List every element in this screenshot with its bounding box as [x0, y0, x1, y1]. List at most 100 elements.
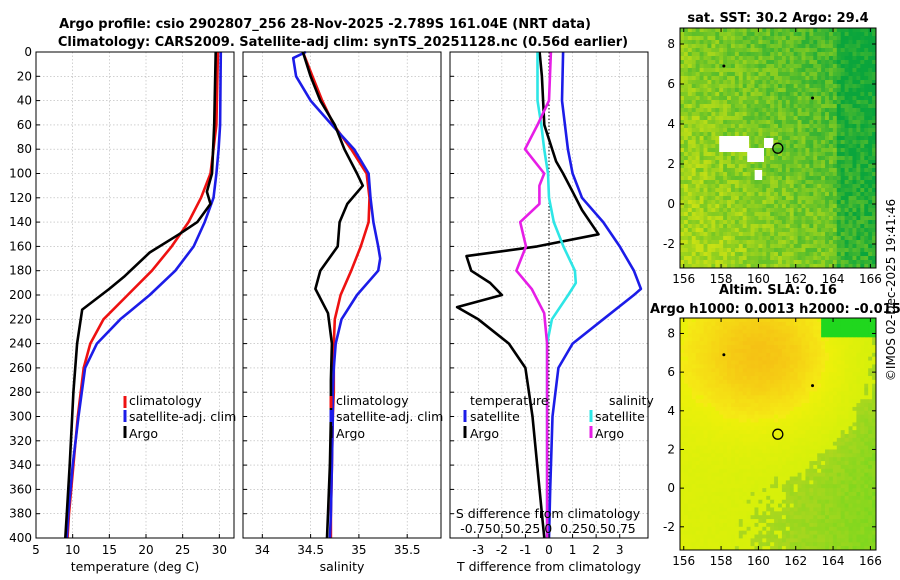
- map-cell: [781, 160, 787, 165]
- map-cell: [715, 92, 720, 97]
- map-cell: [707, 337, 712, 342]
- map-cell: [828, 264, 834, 268]
- map-cell: [781, 76, 787, 81]
- map-cell: [797, 333, 802, 338]
- map-cell: [797, 387, 802, 392]
- map-cell: [797, 341, 802, 346]
- map-cell: [840, 176, 846, 181]
- map-cell: [805, 128, 810, 133]
- map-cell: [742, 325, 748, 330]
- map-cell: [778, 156, 783, 161]
- map-cell: [730, 176, 736, 181]
- map-cell: [828, 364, 834, 369]
- map-cell: [840, 84, 846, 89]
- map-cell: [828, 40, 834, 45]
- map-cell: [699, 430, 704, 435]
- map-cell: [680, 244, 685, 249]
- map-cell: [715, 48, 720, 53]
- map-cell: [860, 321, 865, 327]
- map-cell: [758, 224, 763, 229]
- map-cell: [715, 445, 720, 450]
- map-cell: [723, 48, 728, 53]
- map-cell: [734, 72, 740, 77]
- map-cell: [828, 445, 834, 450]
- map-cell: [860, 132, 865, 137]
- map-cell: [781, 100, 787, 105]
- map-cell: [770, 441, 775, 446]
- map-cell: [840, 379, 846, 385]
- map-cell: [746, 395, 751, 400]
- map-cell: [852, 376, 857, 381]
- map-cell: [723, 88, 728, 93]
- map-cell: [680, 368, 685, 373]
- map-cell: [746, 88, 751, 93]
- map-cell: [825, 44, 830, 49]
- map-cell: [766, 44, 771, 49]
- map-cell: [742, 352, 748, 358]
- map-cell: [738, 352, 744, 358]
- map-cell: [781, 196, 787, 201]
- map-cell: [848, 216, 853, 221]
- map-cell: [860, 352, 865, 358]
- map-cell: [832, 376, 838, 381]
- map-cell: [793, 148, 798, 153]
- map-cell: [683, 204, 689, 209]
- map-cell: [715, 36, 720, 41]
- map-cell: [680, 418, 685, 423]
- latitude-tick-label: -2: [663, 237, 675, 251]
- map-cell: [860, 192, 865, 197]
- map-cell: [797, 383, 802, 388]
- map-cell: [695, 68, 700, 73]
- map-cell: [844, 337, 849, 342]
- map-cell: [817, 441, 822, 446]
- map-cell: [754, 36, 759, 41]
- map-cell: [758, 387, 763, 392]
- map-cell: [844, 383, 849, 388]
- map-cell: [805, 176, 810, 181]
- map-cell: [715, 52, 720, 57]
- map-cell: [860, 441, 865, 446]
- map-cell: [715, 418, 720, 423]
- map-cell: [856, 264, 861, 268]
- map-cell: [778, 376, 783, 381]
- map-cell: [754, 244, 759, 249]
- map-cell: [813, 437, 818, 443]
- map-cell: [832, 72, 838, 77]
- sla-map-title: Altim. SLA: 0.16: [719, 283, 837, 298]
- map-cell: [727, 68, 732, 73]
- map-cell: [727, 224, 732, 229]
- map-cell: [805, 325, 810, 330]
- map-cell: [844, 52, 849, 57]
- map-cell: [703, 40, 708, 45]
- map-cell: [781, 200, 787, 205]
- map-cell: [770, 337, 775, 342]
- map-cell: [750, 32, 755, 37]
- map-cell: [860, 232, 865, 237]
- map-cell: [805, 395, 810, 400]
- map-cell: [801, 44, 806, 49]
- map-cell: [711, 395, 716, 400]
- map-cell: [872, 387, 876, 392]
- map-cell: [770, 252, 775, 257]
- map-cell: [742, 383, 748, 388]
- map-cell: [695, 341, 700, 346]
- map-cell: [738, 28, 744, 33]
- map-cell: [801, 104, 806, 109]
- map-cell: [778, 368, 783, 373]
- map-cell: [813, 208, 818, 213]
- map-cell: [730, 80, 736, 85]
- map-cell: [703, 437, 708, 443]
- map-cell: [695, 48, 700, 53]
- map-cell: [868, 406, 873, 412]
- map-cell: [711, 140, 716, 145]
- map-cell: [703, 434, 708, 439]
- map-cell: [746, 356, 751, 361]
- map-cell: [860, 204, 865, 209]
- map-cell: [730, 248, 736, 253]
- map-cell: [821, 168, 826, 173]
- map-cell: [683, 437, 689, 443]
- map-cell: [742, 196, 748, 201]
- map-cell: [762, 379, 767, 385]
- map-cell: [825, 333, 830, 338]
- map-cell: [821, 360, 826, 365]
